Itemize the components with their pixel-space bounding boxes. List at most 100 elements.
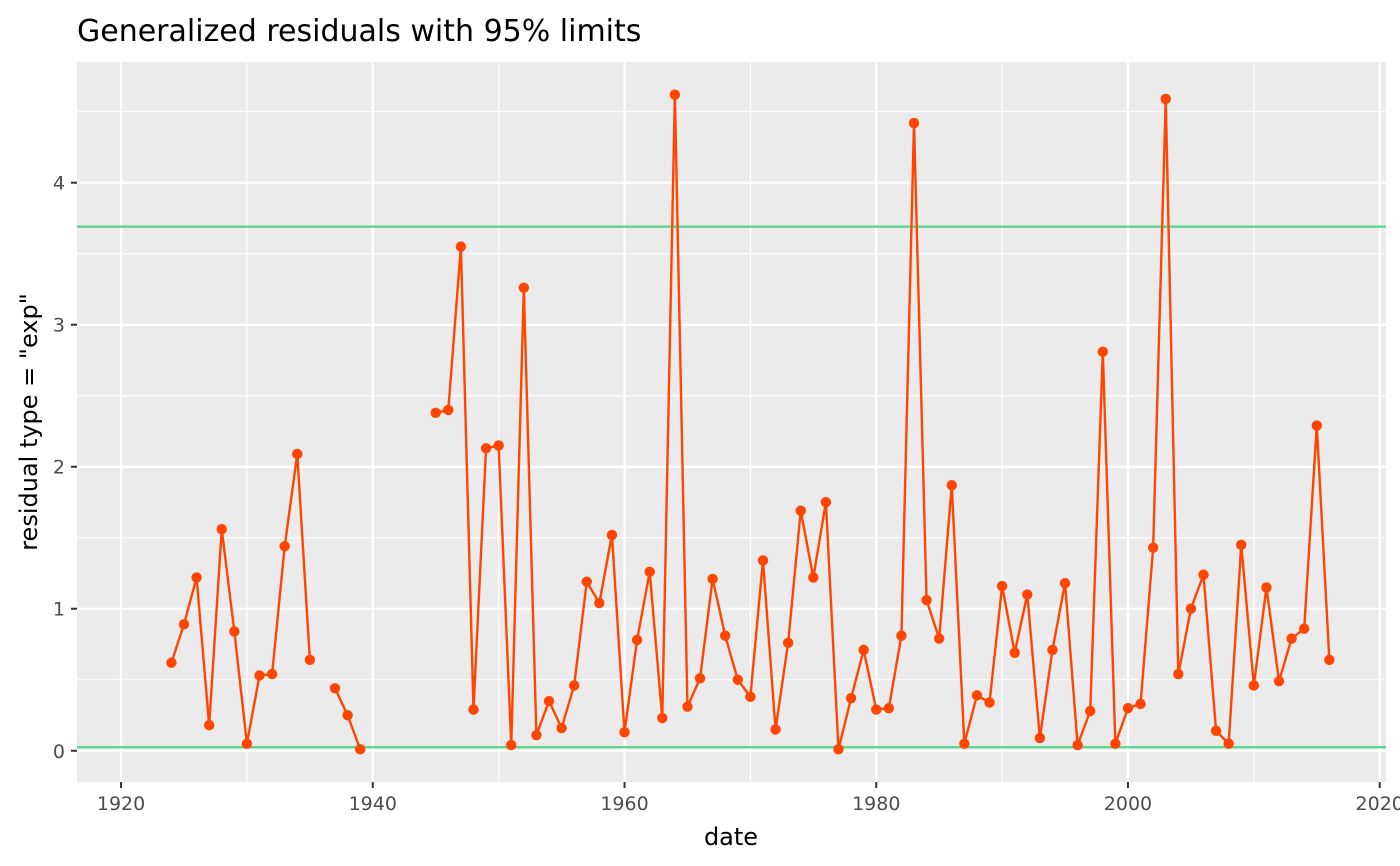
data-point — [1223, 738, 1234, 749]
data-point — [946, 480, 957, 491]
data-point — [1273, 675, 1285, 687]
data-point — [1097, 346, 1109, 357]
data-point — [266, 668, 278, 680]
data-point — [1034, 732, 1046, 744]
data-point — [657, 712, 668, 724]
data-point — [594, 597, 605, 609]
data-point — [355, 744, 366, 755]
data-point — [279, 541, 290, 552]
data-point — [1022, 589, 1033, 600]
data-point — [443, 404, 454, 416]
data-point — [178, 619, 190, 630]
data-point — [468, 704, 479, 715]
series-points — [166, 89, 1335, 755]
data-point — [845, 693, 857, 704]
data-point — [229, 626, 240, 637]
data-point — [682, 701, 693, 712]
data-point — [1085, 705, 1096, 717]
data-point — [531, 729, 542, 741]
data-point — [883, 702, 895, 714]
y-axis: 0 1 2 3 4 — [53, 173, 77, 763]
y-tick-label: 0 — [53, 741, 65, 763]
data-point — [241, 738, 253, 749]
data-point — [191, 572, 202, 583]
data-point — [1198, 569, 1209, 580]
data-point — [669, 89, 681, 100]
data-point — [1185, 603, 1197, 614]
series-line-segment — [435, 93, 1331, 751]
data-point — [1311, 420, 1322, 431]
data-point — [1135, 698, 1146, 710]
y-tick-label: 1 — [53, 599, 65, 621]
data-point — [581, 576, 592, 587]
x-axis-title: date — [704, 823, 758, 851]
data-point — [480, 443, 492, 454]
data-point — [984, 697, 995, 708]
data-point — [292, 448, 303, 460]
data-point — [770, 724, 781, 735]
data-point — [1009, 647, 1020, 658]
x-tick-label: 1920 — [97, 793, 145, 815]
data-point — [166, 657, 177, 668]
data-point — [1047, 644, 1058, 656]
data-point — [996, 580, 1008, 592]
data-point — [1210, 725, 1222, 737]
data-point — [933, 633, 945, 644]
data-point — [959, 738, 970, 749]
data-point — [1324, 654, 1335, 666]
data-point — [493, 440, 504, 451]
data-point — [619, 727, 630, 738]
data-point — [1248, 680, 1260, 691]
series-line-segment — [170, 452, 312, 745]
data-point — [1110, 738, 1121, 749]
x-tick-label: 1940 — [349, 793, 397, 815]
data-point — [1147, 542, 1159, 553]
data-point — [216, 524, 227, 535]
data-point — [782, 637, 794, 649]
data-point — [556, 722, 567, 734]
x-tick-label: 2000 — [1104, 793, 1152, 815]
data-point — [871, 704, 882, 715]
major-gridlines — [77, 62, 1386, 782]
data-point — [203, 720, 215, 731]
data-point — [1122, 702, 1134, 714]
data-point — [732, 674, 743, 685]
data-point — [455, 241, 467, 252]
data-point — [1173, 668, 1184, 680]
data-point — [971, 690, 983, 701]
data-point — [1160, 93, 1171, 105]
data-point — [707, 573, 718, 585]
data-point — [833, 744, 844, 755]
data-point — [820, 497, 832, 508]
data-point — [858, 644, 869, 656]
data-point — [720, 630, 731, 641]
data-point — [745, 691, 756, 702]
data-point — [694, 673, 706, 684]
data-point — [921, 595, 932, 606]
x-tick-label: 2020 — [1356, 793, 1400, 815]
data-point — [329, 683, 341, 694]
data-point — [1261, 582, 1272, 593]
data-point — [1236, 539, 1247, 551]
data-point — [644, 566, 655, 578]
y-axis-title: residual type = "exp" — [15, 293, 43, 551]
data-point — [631, 634, 643, 646]
x-tick-label: 1980 — [852, 793, 900, 815]
data-point — [908, 117, 920, 129]
x-tick-label: 1960 — [600, 793, 648, 815]
data-point — [568, 680, 580, 691]
data-point — [1072, 739, 1083, 751]
data-point — [506, 739, 517, 751]
data-point — [606, 529, 618, 541]
data-point — [757, 555, 769, 566]
data-point — [543, 695, 555, 707]
x-axis: 1920 1940 1960 1980 2000 2020 — [97, 782, 1400, 815]
data-point — [795, 505, 806, 516]
data-point — [430, 407, 441, 418]
data-point — [896, 630, 907, 641]
data-point — [342, 710, 353, 721]
y-tick-label: 3 — [53, 315, 65, 337]
data-point — [1059, 577, 1071, 589]
chart-title: Generalized residuals with 95% limits — [77, 14, 641, 49]
